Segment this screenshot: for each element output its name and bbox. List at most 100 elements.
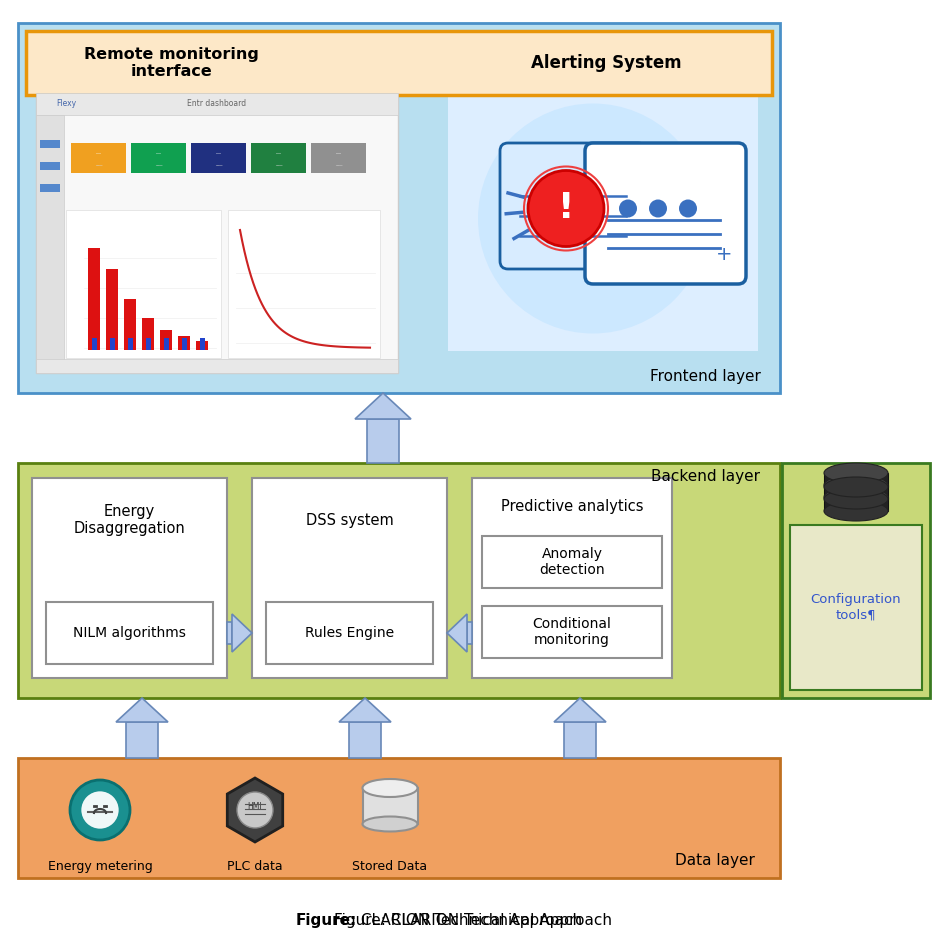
Text: Backend layer: Backend layer (651, 469, 760, 484)
Bar (448, 86, 758, 351)
Text: ---: --- (96, 151, 101, 156)
Circle shape (649, 200, 667, 218)
Circle shape (80, 791, 119, 830)
Bar (228, 210, 380, 358)
Text: ---: --- (216, 151, 221, 156)
Text: Energy metering: Energy metering (47, 860, 152, 872)
Text: Figure: CLARION Technical Approach: Figure: CLARION Technical Approach (334, 913, 612, 927)
Bar (88, 248, 100, 350)
Text: Configuration
tools¶: Configuration tools¶ (811, 593, 902, 622)
Bar (467, 622, 472, 644)
Bar (349, 722, 381, 758)
Text: Entr dashboard: Entr dashboard (187, 99, 247, 109)
Polygon shape (554, 698, 606, 722)
Text: ___: ___ (155, 162, 163, 166)
Bar (782, 463, 930, 698)
FancyBboxPatch shape (585, 143, 746, 284)
Bar (824, 473, 888, 487)
Text: Alerting System: Alerting System (531, 54, 681, 72)
Bar (36, 93, 398, 115)
Bar (18, 23, 780, 393)
Ellipse shape (824, 463, 888, 483)
Bar (824, 497, 888, 511)
Bar (362, 788, 417, 824)
Polygon shape (116, 698, 168, 722)
Bar (18, 758, 780, 878)
Bar (142, 318, 154, 350)
Bar (266, 602, 433, 664)
Polygon shape (232, 614, 252, 652)
Text: Energy
Disaggregation: Energy Disaggregation (74, 504, 185, 536)
Bar (196, 342, 208, 350)
Bar (66, 210, 221, 358)
Text: HMI: HMI (248, 801, 262, 811)
Bar (128, 338, 133, 350)
Bar (40, 140, 60, 148)
Circle shape (679, 200, 697, 218)
Text: ---: --- (336, 151, 342, 156)
Text: DSS system: DSS system (306, 513, 394, 528)
Text: +: + (716, 244, 732, 264)
Text: ---: --- (155, 151, 162, 156)
Bar (40, 162, 60, 170)
Bar (36, 93, 398, 373)
Bar (146, 338, 151, 350)
Bar (200, 338, 205, 350)
Ellipse shape (824, 487, 888, 507)
Polygon shape (355, 393, 411, 419)
Text: Conditional
monitoring: Conditional monitoring (533, 617, 611, 647)
Bar (252, 478, 447, 678)
Text: ---: --- (275, 151, 282, 156)
Polygon shape (447, 614, 467, 652)
Text: Flexy: Flexy (56, 99, 76, 109)
Ellipse shape (824, 477, 888, 497)
Bar (71, 143, 126, 173)
Ellipse shape (362, 816, 417, 832)
Circle shape (237, 792, 273, 828)
Bar (106, 270, 118, 350)
Bar (367, 419, 399, 463)
Polygon shape (227, 778, 283, 842)
Text: ___: ___ (274, 162, 282, 166)
Ellipse shape (824, 475, 888, 495)
Bar (482, 606, 662, 658)
Bar (40, 184, 60, 192)
Bar (182, 338, 187, 350)
Bar (124, 299, 136, 350)
Bar (131, 143, 186, 173)
Text: Rules Engine: Rules Engine (305, 626, 394, 640)
Text: Remote monitoring
interface: Remote monitoring interface (83, 46, 258, 79)
Bar (790, 525, 922, 690)
Bar (164, 338, 169, 350)
Ellipse shape (824, 501, 888, 521)
Text: Predictive analytics: Predictive analytics (500, 499, 643, 514)
Text: CLARION Technical Approach: CLARION Technical Approach (356, 913, 582, 927)
Text: PLC data: PLC data (227, 860, 283, 872)
Bar (227, 622, 232, 644)
Bar (36, 359, 398, 373)
Text: ___: ___ (335, 162, 342, 166)
Text: Figure:: Figure: (296, 913, 358, 927)
Bar (251, 143, 306, 173)
Circle shape (70, 780, 130, 840)
Bar (472, 478, 672, 678)
Bar (160, 329, 172, 350)
Bar (18, 463, 780, 698)
Circle shape (478, 103, 708, 334)
Text: ___: ___ (95, 162, 102, 166)
Bar (36, 115, 64, 373)
Bar (311, 143, 366, 173)
Bar (824, 485, 888, 499)
Circle shape (528, 170, 604, 247)
Ellipse shape (362, 779, 417, 797)
Bar (46, 602, 213, 664)
Circle shape (619, 200, 637, 218)
Text: NILM algorithms: NILM algorithms (73, 626, 186, 640)
Bar (126, 722, 158, 758)
Text: !: ! (558, 191, 574, 225)
Text: Data layer: Data layer (675, 852, 755, 867)
Bar (564, 722, 596, 758)
Bar (178, 337, 190, 350)
Bar (191, 143, 246, 173)
Text: ___: ___ (215, 162, 222, 166)
